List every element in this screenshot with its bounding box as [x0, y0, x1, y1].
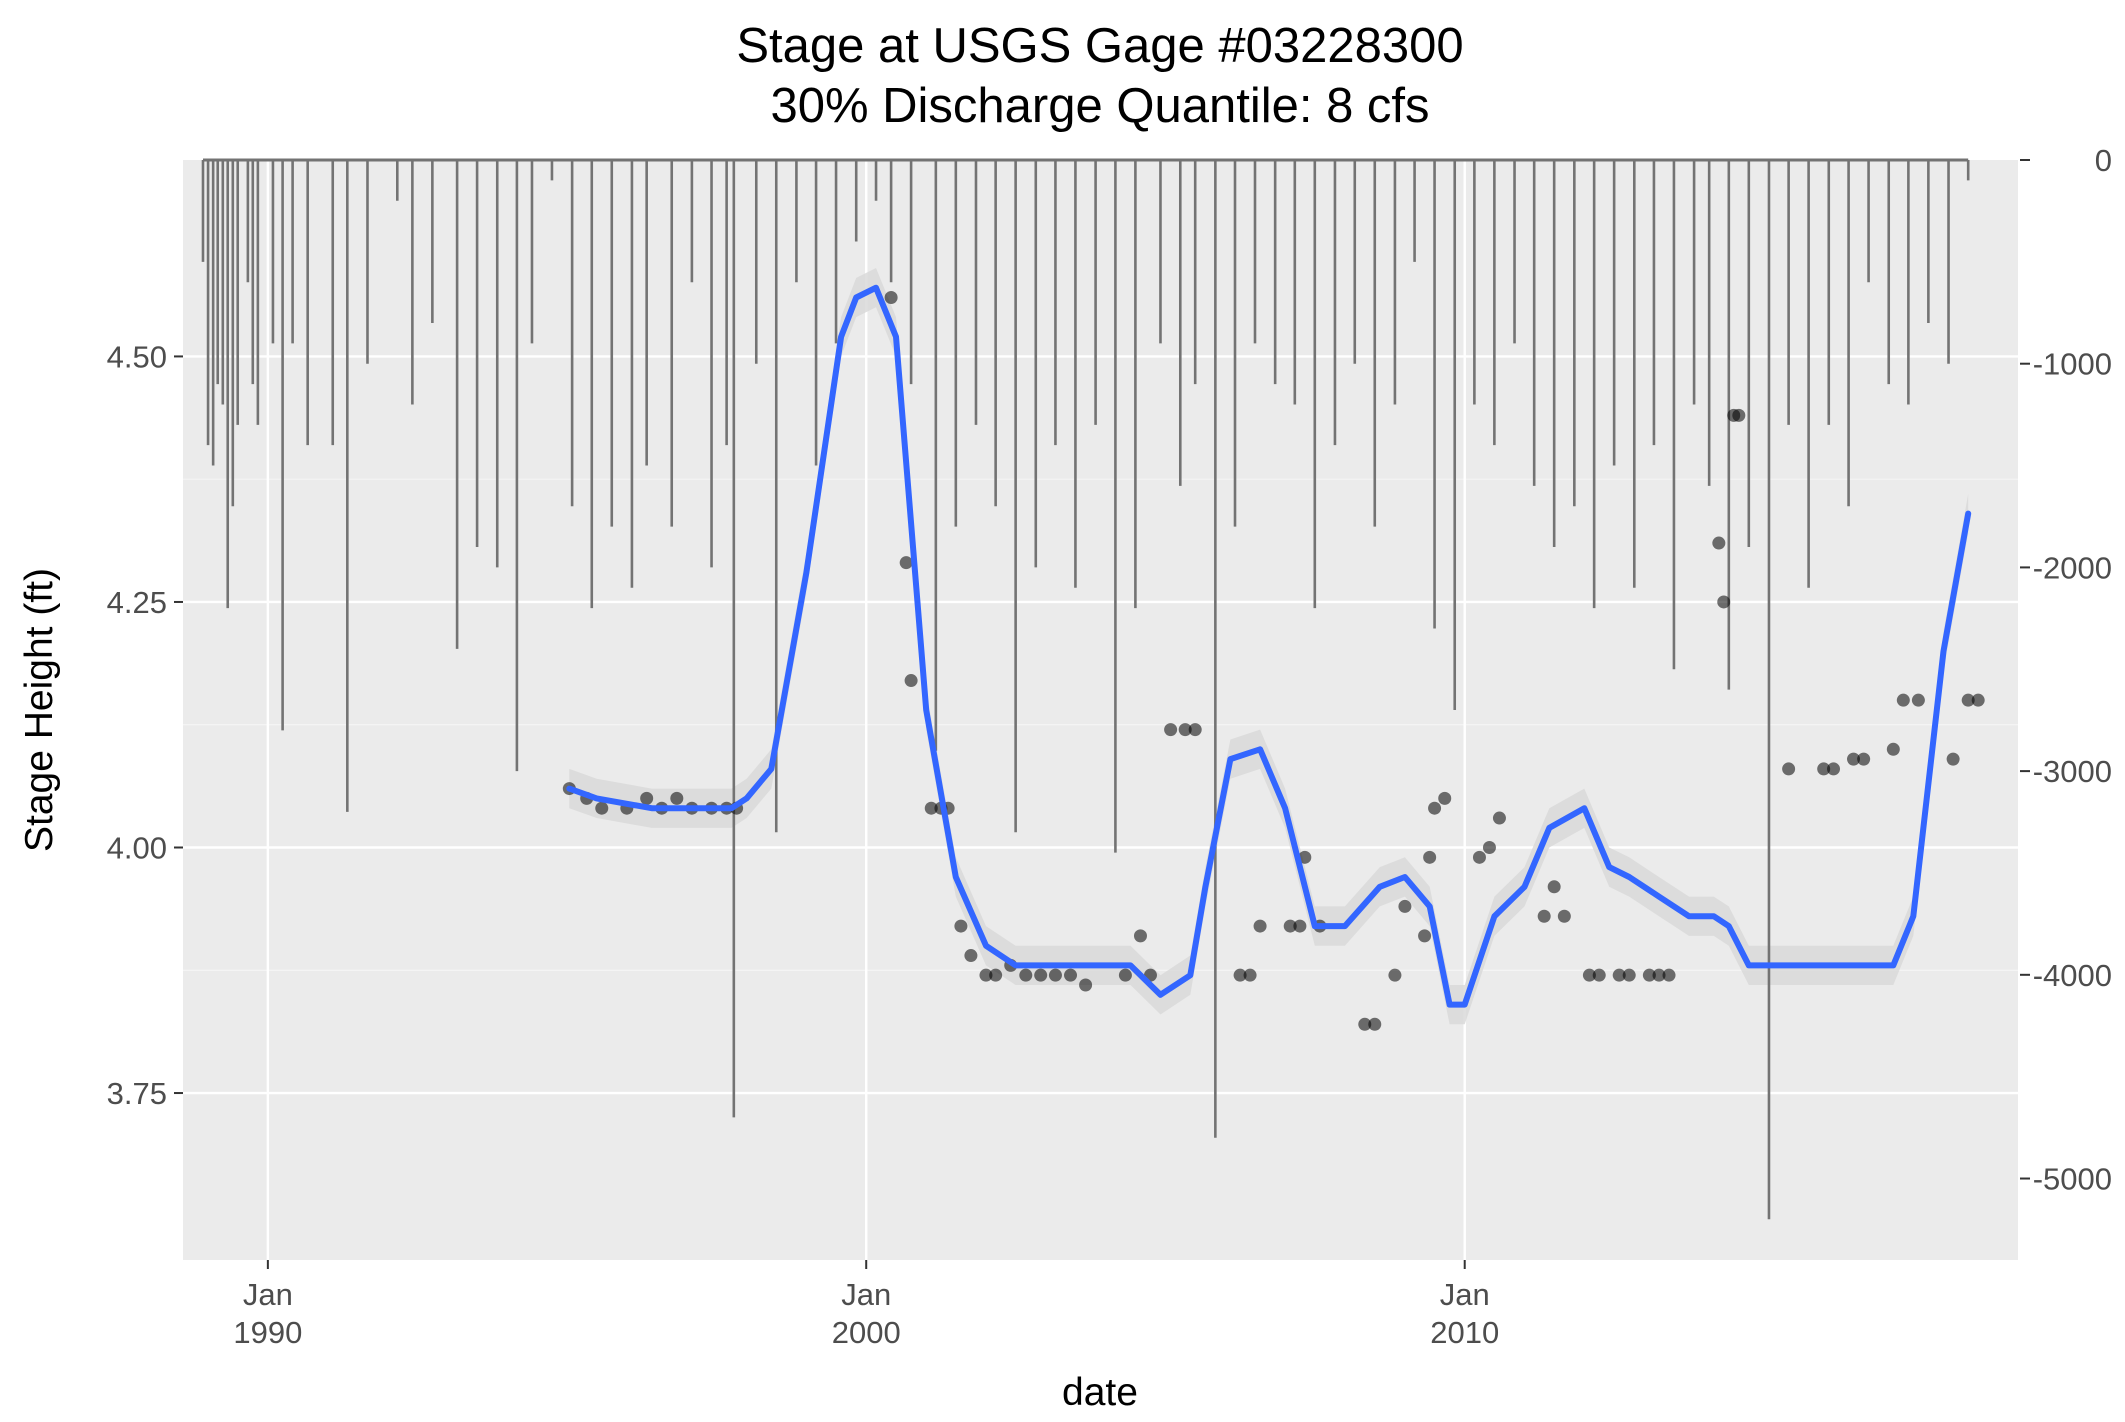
- observation-point: [904, 674, 918, 688]
- observation-point: [1283, 919, 1297, 933]
- chart-subtitle: 30% Discharge Quantile: 8 cfs: [770, 79, 1429, 133]
- y2-tick-label: -1000: [2033, 347, 2112, 382]
- observation-point: [1079, 978, 1093, 992]
- observation-point: [1652, 968, 1666, 982]
- observation-point: [1961, 693, 1975, 707]
- axes: 3.754.004.254.50Jan1990Jan2000Jan20100-1…: [107, 143, 2112, 1350]
- x-tick-label-month: Jan: [1440, 1277, 1490, 1312]
- observation-point: [1537, 909, 1551, 923]
- observation-point: [1188, 723, 1202, 737]
- y2-tick-label: -5000: [2033, 1162, 2112, 1197]
- observation-point: [640, 791, 654, 805]
- y-tick-label: 4.25: [107, 585, 167, 620]
- observation-point: [595, 801, 609, 815]
- observation-point: [964, 949, 978, 963]
- observation-point: [1642, 968, 1656, 982]
- grid-lines: [183, 160, 2018, 1260]
- y2-tick-label: -4000: [2033, 958, 2112, 993]
- observation-point: [1911, 693, 1925, 707]
- observation-point: [1118, 968, 1132, 982]
- observation-point: [1492, 811, 1506, 825]
- y2-tick-label: 0: [2095, 143, 2112, 178]
- observation-point: [1253, 919, 1267, 933]
- observation-point: [1557, 909, 1571, 923]
- observation-point: [1612, 968, 1626, 982]
- observation-point: [979, 968, 993, 982]
- observation-point: [1717, 595, 1731, 609]
- stage-observation-points: [562, 291, 1985, 1031]
- observation-point: [1732, 408, 1746, 422]
- y-axis-title: Stage Height (ft): [18, 568, 61, 852]
- observation-point: [954, 919, 968, 933]
- x-tick-label-year: 2010: [1430, 1315, 1499, 1350]
- observation-point: [1178, 723, 1192, 737]
- observation-point: [1034, 968, 1048, 982]
- x-tick-label-month: Jan: [243, 1277, 293, 1312]
- observation-point: [1592, 968, 1606, 982]
- observation-point: [1019, 968, 1033, 982]
- observation-point: [1418, 929, 1432, 943]
- observation-point: [1398, 899, 1412, 913]
- smooth-trend-line: [566, 284, 1972, 1008]
- observation-point: [1857, 752, 1871, 766]
- observation-point: [1298, 850, 1312, 864]
- observation-point: [1782, 762, 1796, 776]
- y2-tick-label: -2000: [2033, 550, 2112, 585]
- x-tick-label-year: 2000: [832, 1315, 901, 1350]
- observation-point: [1358, 1017, 1372, 1031]
- x-tick-label-year: 1990: [233, 1315, 302, 1350]
- confidence-ribbon-layer: [569, 268, 1969, 1025]
- observation-point: [1622, 968, 1636, 982]
- y-tick-label: 3.75: [107, 1076, 167, 1111]
- plot-panel: [183, 160, 2018, 1260]
- observation-point: [1233, 968, 1247, 982]
- y2-tick-label: -3000: [2033, 754, 2112, 789]
- observation-point: [1886, 742, 1900, 756]
- observation-point: [1662, 968, 1676, 982]
- observation-point: [1946, 752, 1960, 766]
- observation-point: [1582, 968, 1596, 982]
- observation-point: [899, 556, 913, 570]
- x-tick-label-month: Jan: [841, 1277, 891, 1312]
- smooth-trend-layer: [566, 284, 1972, 1008]
- observation-point: [1547, 880, 1561, 894]
- observation-point: [1896, 693, 1910, 707]
- discharge-series: [201, 158, 1970, 1220]
- y-tick-label: 4.00: [107, 831, 167, 866]
- observation-point: [1847, 752, 1861, 766]
- observation-point: [1428, 801, 1442, 815]
- observation-point: [670, 791, 684, 805]
- observation-point: [1971, 693, 1985, 707]
- observation-point: [1423, 850, 1437, 864]
- observation-point: [1712, 536, 1726, 550]
- y-tick-label: 4.50: [107, 339, 167, 374]
- observation-point: [1482, 841, 1496, 854]
- observation-point: [989, 968, 1003, 982]
- observation-point: [1368, 1017, 1382, 1031]
- observation-point: [1048, 968, 1062, 982]
- observation-point: [1472, 850, 1486, 864]
- observation-point: [1293, 919, 1307, 933]
- observation-point: [924, 801, 938, 815]
- observation-point: [884, 291, 898, 304]
- observation-point: [1164, 723, 1178, 737]
- observation-point: [1064, 968, 1078, 982]
- observation-point: [1243, 968, 1257, 982]
- confidence-ribbon: [569, 268, 1969, 1025]
- observation-point: [1817, 762, 1831, 776]
- x-axis-title: date: [1062, 1371, 1138, 1414]
- observation-point: [1133, 929, 1147, 943]
- observation-point: [1827, 762, 1841, 776]
- observation-point: [1438, 791, 1452, 805]
- observation-point: [1388, 968, 1402, 982]
- chart-title: Stage at USGS Gage #03228300: [736, 19, 1463, 73]
